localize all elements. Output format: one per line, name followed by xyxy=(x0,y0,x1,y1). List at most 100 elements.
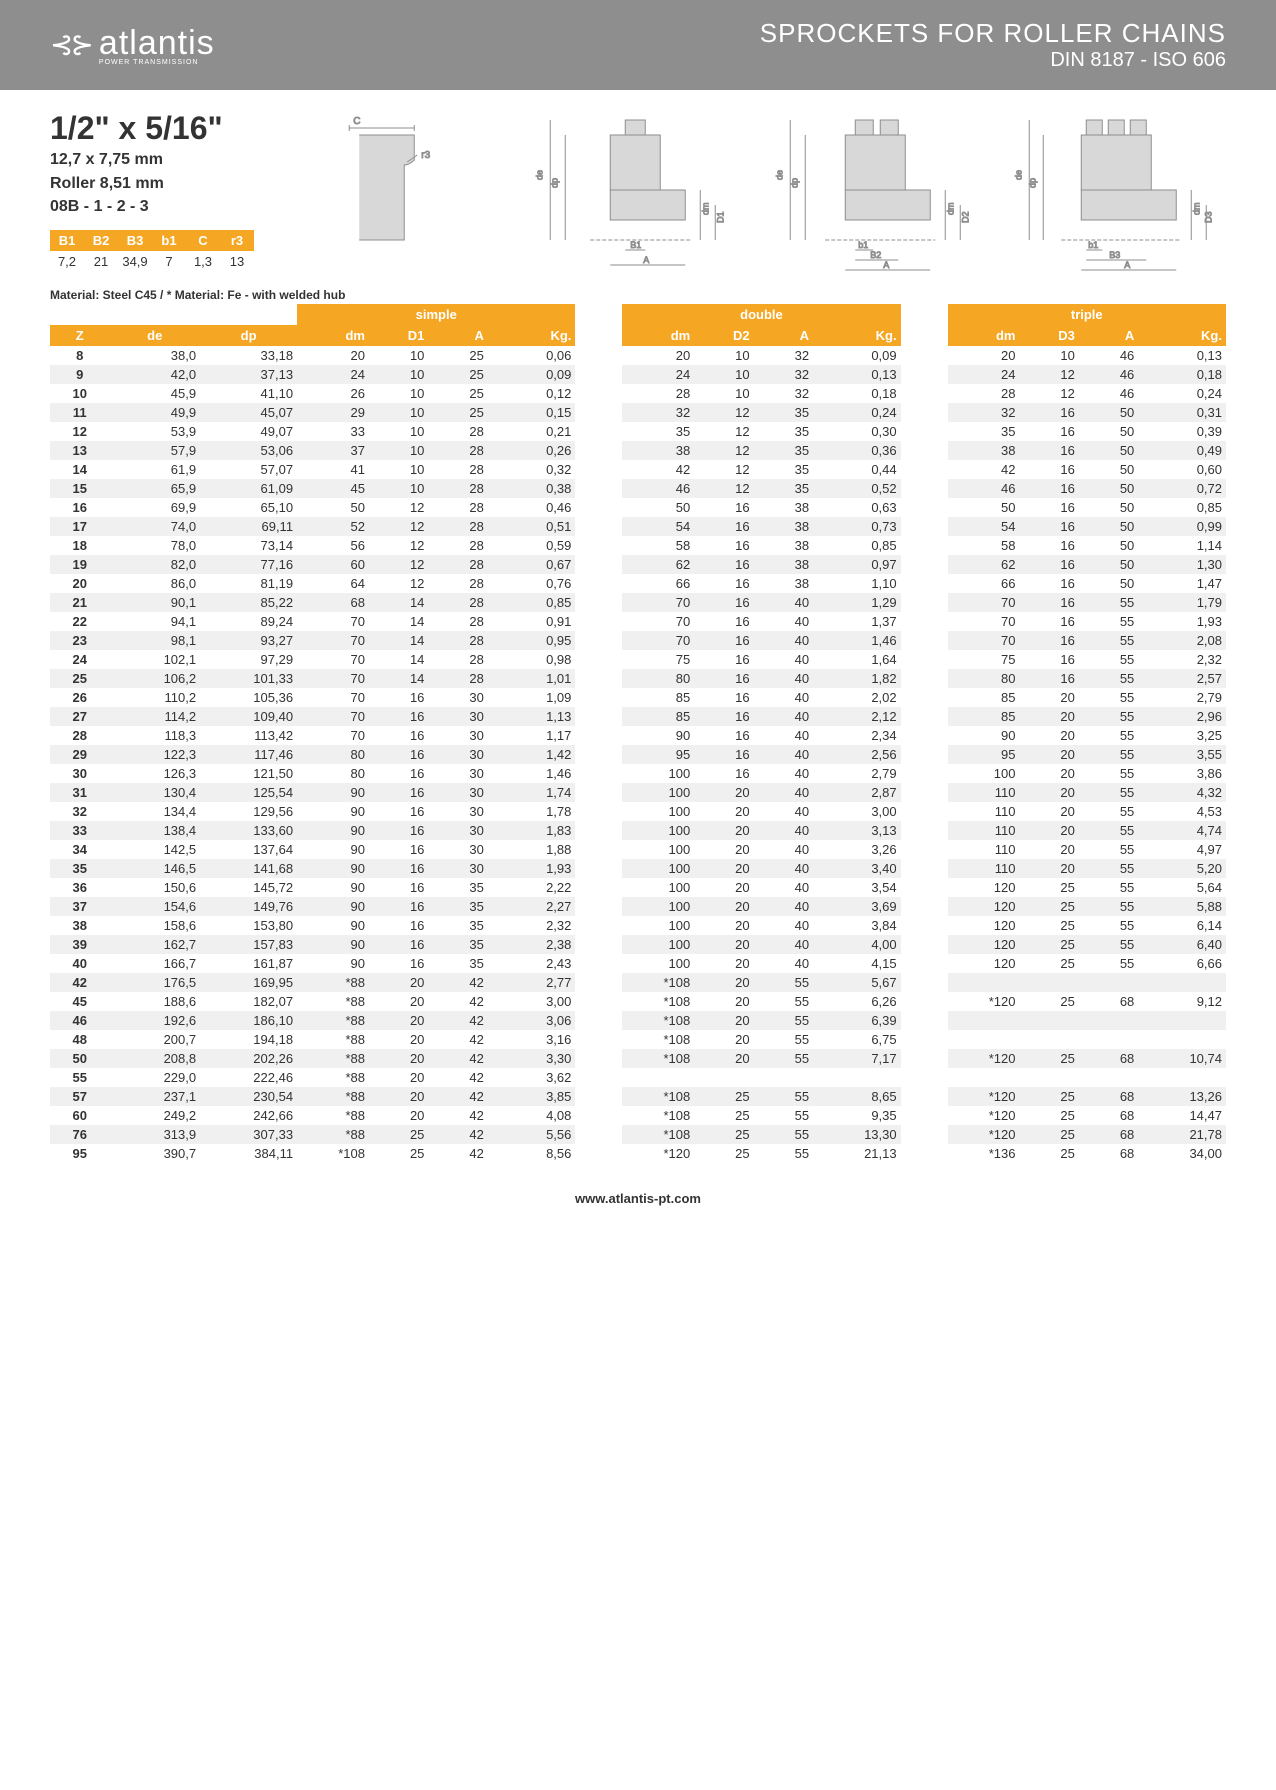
table-cell: 109,40 xyxy=(200,707,297,726)
table-cell: 28 xyxy=(428,555,487,574)
table-cell: 2,77 xyxy=(488,973,576,992)
table-cell: 24 xyxy=(297,365,369,384)
table-cell: 70 xyxy=(297,631,369,650)
table-cell: 242,66 xyxy=(200,1106,297,1125)
table-cell: 5,64 xyxy=(1138,878,1226,897)
table-row: 2086,081,196412280,766616381,106616501,4… xyxy=(50,574,1226,593)
table-cell: 61,9 xyxy=(109,460,200,479)
table-cell: 6,39 xyxy=(813,1011,901,1030)
table-cell: 90 xyxy=(297,821,369,840)
table-cell: 105,36 xyxy=(200,688,297,707)
table-cell: 12 xyxy=(694,403,753,422)
table-cell: 49,07 xyxy=(200,422,297,441)
table-row: 1149,945,072910250,153212350,243216500,3… xyxy=(50,403,1226,422)
table-cell: 90 xyxy=(297,859,369,878)
table-cell: 3,30 xyxy=(488,1049,576,1068)
table-cell: 35 xyxy=(754,460,813,479)
table-cell: *88 xyxy=(297,973,369,992)
table-cell: 2,38 xyxy=(488,935,576,954)
table-cell: 13,26 xyxy=(1138,1087,1226,1106)
table-cell: 12 xyxy=(369,517,428,536)
table-cell: 0,38 xyxy=(488,479,576,498)
table-cell: 0,63 xyxy=(813,498,901,517)
table-cell: 50 xyxy=(1079,574,1138,593)
table-cell: 153,80 xyxy=(200,916,297,935)
table-cell xyxy=(901,707,948,726)
table-cell: *88 xyxy=(297,1049,369,1068)
table-cell xyxy=(901,1144,948,1163)
table-cell: 21,13 xyxy=(813,1144,901,1163)
table-cell: *120 xyxy=(948,1049,1020,1068)
table-cell: 1,01 xyxy=(488,669,576,688)
table-cell: 16 xyxy=(369,688,428,707)
table-cell: 42 xyxy=(428,973,487,992)
table-cell xyxy=(901,859,948,878)
table-cell: 30 xyxy=(428,802,487,821)
table-cell: 16 xyxy=(1019,441,1078,460)
table-cell: 25 xyxy=(428,365,487,384)
table-cell: 120 xyxy=(948,897,1020,916)
table-cell: 35 xyxy=(428,916,487,935)
table-row: 29122,3117,468016301,429516402,569520553… xyxy=(50,745,1226,764)
table-row: 35146,5141,689016301,9310020403,40110205… xyxy=(50,859,1226,878)
table-cell: 16 xyxy=(369,859,428,878)
table-cell: 70 xyxy=(948,593,1020,612)
table-cell: 1,13 xyxy=(488,707,576,726)
table-cell: 40 xyxy=(754,669,813,688)
table-cell: 16 xyxy=(1019,517,1078,536)
table-cell: 40 xyxy=(754,726,813,745)
table-row: 37154,6149,769016352,2710020403,69120255… xyxy=(50,897,1226,916)
table-cell: 54 xyxy=(622,517,694,536)
table-cell: 8,65 xyxy=(813,1087,901,1106)
table-cell: 200,7 xyxy=(109,1030,200,1049)
table-cell: 98,1 xyxy=(109,631,200,650)
spec-roller: Roller 8,51 mm xyxy=(50,173,260,195)
table-cell: 307,33 xyxy=(200,1125,297,1144)
table-cell: 20 xyxy=(948,346,1020,365)
table-cell: 81,19 xyxy=(200,574,297,593)
table-cell: 70 xyxy=(948,612,1020,631)
table-cell: 16 xyxy=(694,536,753,555)
table-cell: 20 xyxy=(369,992,428,1011)
spec-code: 08B - 1 - 2 - 3 xyxy=(50,196,260,218)
table-cell: 38 xyxy=(754,574,813,593)
table-row: 1982,077,166012280,676216380,976216501,3… xyxy=(50,555,1226,574)
table-cell: 28 xyxy=(50,726,109,745)
table-cell: *108 xyxy=(622,973,694,992)
table-cell: 20 xyxy=(1019,745,1078,764)
table-cell: 0,09 xyxy=(488,365,576,384)
table-cell: 6,40 xyxy=(1138,935,1226,954)
table-cell: 55 xyxy=(1079,669,1138,688)
table-cell: 40 xyxy=(754,897,813,916)
table-cell xyxy=(575,935,622,954)
table-cell: 46 xyxy=(50,1011,109,1030)
table-cell: 0,99 xyxy=(1138,517,1226,536)
table-row: 2190,185,226814280,857016401,297016551,7… xyxy=(50,593,1226,612)
table-cell: 157,83 xyxy=(200,935,297,954)
table-cell: 249,2 xyxy=(109,1106,200,1125)
table-cell: 7,17 xyxy=(813,1049,901,1068)
table-cell: 3,85 xyxy=(488,1087,576,1106)
table-cell: 30 xyxy=(428,859,487,878)
table-cell: 0,32 xyxy=(488,460,576,479)
table-cell: 18 xyxy=(50,536,109,555)
table-cell xyxy=(575,365,622,384)
table-cell: 55 xyxy=(1079,745,1138,764)
table-cell xyxy=(575,726,622,745)
table-cell xyxy=(575,954,622,973)
table-cell: 110 xyxy=(948,840,1020,859)
table-cell: 55 xyxy=(1079,878,1138,897)
table-row: 40166,7161,879016352,4310020404,15120255… xyxy=(50,954,1226,973)
table-cell: 42 xyxy=(428,1011,487,1030)
table-cell: 20 xyxy=(694,802,753,821)
table-cell: 145,72 xyxy=(200,878,297,897)
table-row: 1774,069,115212280,515416380,735416500,9… xyxy=(50,517,1226,536)
table-cell: 20 xyxy=(1019,840,1078,859)
table-cell: 222,46 xyxy=(200,1068,297,1087)
table-cell: 55 xyxy=(1079,688,1138,707)
table-cell: *120 xyxy=(948,1106,1020,1125)
table-cell: 10 xyxy=(694,384,753,403)
table-cell xyxy=(575,1011,622,1030)
table-cell: 20 xyxy=(1019,821,1078,840)
table-cell: 16 xyxy=(369,897,428,916)
